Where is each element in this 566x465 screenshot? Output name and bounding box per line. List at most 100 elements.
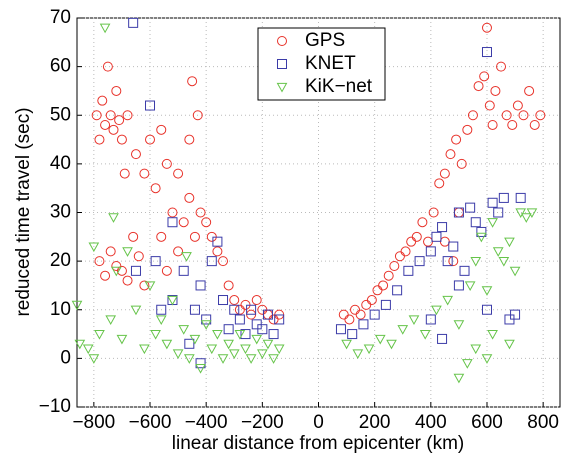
point bbox=[161, 158, 172, 169]
point bbox=[251, 334, 263, 345]
point bbox=[473, 81, 484, 92]
point bbox=[128, 231, 139, 242]
point bbox=[88, 354, 100, 364]
point bbox=[229, 304, 240, 315]
point bbox=[437, 333, 448, 344]
point bbox=[130, 265, 141, 276]
point bbox=[504, 339, 515, 350]
point bbox=[374, 334, 386, 345]
point bbox=[358, 319, 369, 330]
point bbox=[462, 124, 473, 135]
points bbox=[71, 17, 546, 384]
point bbox=[195, 207, 206, 218]
point bbox=[257, 324, 268, 335]
point bbox=[105, 110, 116, 121]
point bbox=[425, 314, 436, 325]
point bbox=[114, 115, 125, 126]
point bbox=[206, 256, 217, 267]
point bbox=[144, 281, 156, 291]
point bbox=[212, 246, 223, 257]
point bbox=[493, 207, 504, 218]
point bbox=[431, 305, 442, 316]
point bbox=[218, 256, 229, 267]
point bbox=[206, 344, 218, 355]
point bbox=[256, 349, 268, 360]
point bbox=[507, 119, 518, 130]
point bbox=[262, 339, 274, 350]
point bbox=[173, 168, 184, 179]
point bbox=[161, 339, 173, 350]
point bbox=[99, 23, 111, 34]
point bbox=[347, 329, 358, 340]
x-tick-label: −400 bbox=[185, 412, 228, 433]
point bbox=[487, 218, 498, 228]
point bbox=[150, 256, 161, 267]
point bbox=[453, 280, 464, 291]
point bbox=[268, 329, 279, 340]
x-axis-label: linear distance from epicenter (km) bbox=[172, 433, 465, 454]
point bbox=[425, 246, 436, 257]
point bbox=[504, 237, 515, 248]
point bbox=[167, 295, 178, 306]
point bbox=[408, 315, 420, 326]
point bbox=[100, 119, 111, 130]
x-tick-label: 0 bbox=[313, 412, 324, 433]
point bbox=[173, 246, 184, 257]
point bbox=[139, 344, 150, 355]
point bbox=[481, 22, 492, 33]
point bbox=[484, 100, 495, 111]
point bbox=[229, 295, 240, 306]
point bbox=[442, 256, 453, 267]
point bbox=[524, 85, 535, 96]
point bbox=[167, 207, 178, 218]
point bbox=[448, 241, 459, 252]
point bbox=[189, 334, 201, 345]
point bbox=[526, 208, 538, 219]
point bbox=[156, 304, 167, 315]
point bbox=[150, 183, 161, 194]
legend-label: KNET bbox=[305, 53, 356, 74]
x-tick-label: −600 bbox=[129, 412, 172, 433]
point bbox=[431, 231, 442, 242]
point bbox=[100, 270, 111, 281]
point bbox=[91, 110, 102, 121]
point bbox=[355, 309, 366, 320]
point bbox=[130, 305, 142, 316]
point bbox=[234, 314, 245, 325]
point bbox=[195, 358, 206, 369]
point bbox=[234, 329, 246, 340]
point bbox=[428, 207, 439, 218]
legend-marker bbox=[277, 36, 287, 46]
point bbox=[273, 344, 285, 355]
y-tick-label: −10 bbox=[39, 396, 71, 417]
point bbox=[476, 232, 487, 243]
point bbox=[487, 329, 498, 340]
point bbox=[167, 217, 178, 228]
point bbox=[487, 119, 498, 130]
point bbox=[105, 315, 117, 326]
point bbox=[470, 257, 482, 267]
point bbox=[97, 95, 108, 106]
x-tick-label: 200 bbox=[359, 412, 391, 433]
point bbox=[94, 329, 105, 340]
point bbox=[223, 280, 234, 291]
point bbox=[246, 304, 257, 315]
point bbox=[200, 320, 212, 330]
point bbox=[453, 320, 465, 330]
point bbox=[139, 280, 150, 291]
point bbox=[470, 217, 481, 228]
point bbox=[212, 236, 223, 247]
point bbox=[217, 354, 229, 364]
point bbox=[133, 251, 144, 262]
point bbox=[111, 85, 122, 96]
y-tick-label: 50 bbox=[50, 104, 71, 125]
point bbox=[352, 349, 364, 360]
point bbox=[178, 325, 190, 335]
point bbox=[520, 213, 532, 223]
point bbox=[470, 344, 482, 355]
x-tick-label: −200 bbox=[241, 412, 284, 433]
point bbox=[156, 231, 167, 242]
point bbox=[145, 134, 156, 145]
point bbox=[116, 134, 127, 145]
